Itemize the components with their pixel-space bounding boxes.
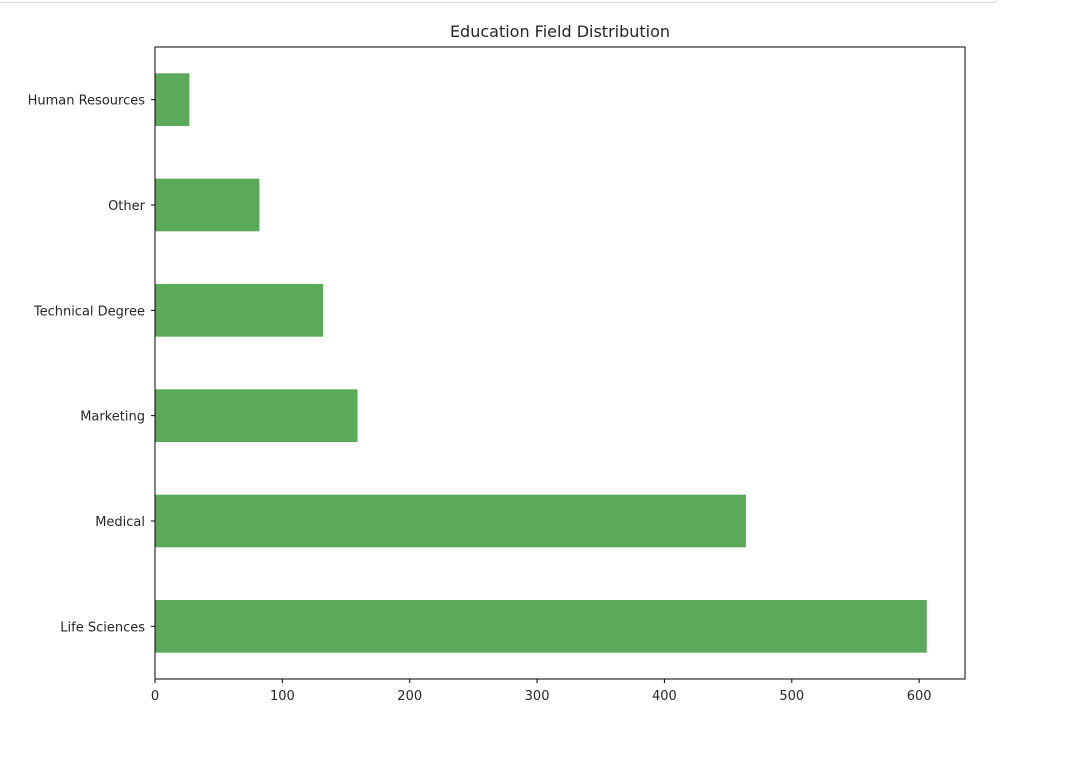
y-tick-label: Medical [95,515,145,530]
bar-other [155,178,260,232]
bar-technical-degree [155,284,324,337]
x-tick-label: 400 [652,689,677,704]
x-tick-label: 500 [779,689,804,704]
x-tick-label: 600 [907,689,932,704]
x-tick-label: 0 [151,689,159,704]
bar-life-sciences [155,600,927,653]
bar-marketing [155,389,358,442]
y-tick-label: Technical Degree [33,304,145,319]
plot-frame [154,46,966,680]
x-tick-label: 300 [525,689,550,704]
bar-medical [155,494,746,548]
bars-group [155,73,927,653]
x-tick-label: 100 [270,689,295,704]
bar-human-resources [155,73,190,126]
y-tick-label: Human Resources [28,94,146,109]
x-axis-ticks: 0 100 200 300 400 500 600 [151,679,932,704]
y-tick-label: Life Sciences [60,620,145,635]
x-tick-label: 200 [397,689,422,704]
chart-title: Education Field Distribution [450,22,670,41]
cell-border [0,0,997,3]
y-axis-ticks: Life Sciences Medical Marketing Technical D… [28,94,155,635]
y-tick-label: Marketing [80,410,145,425]
y-tick-label: Other [108,199,146,214]
